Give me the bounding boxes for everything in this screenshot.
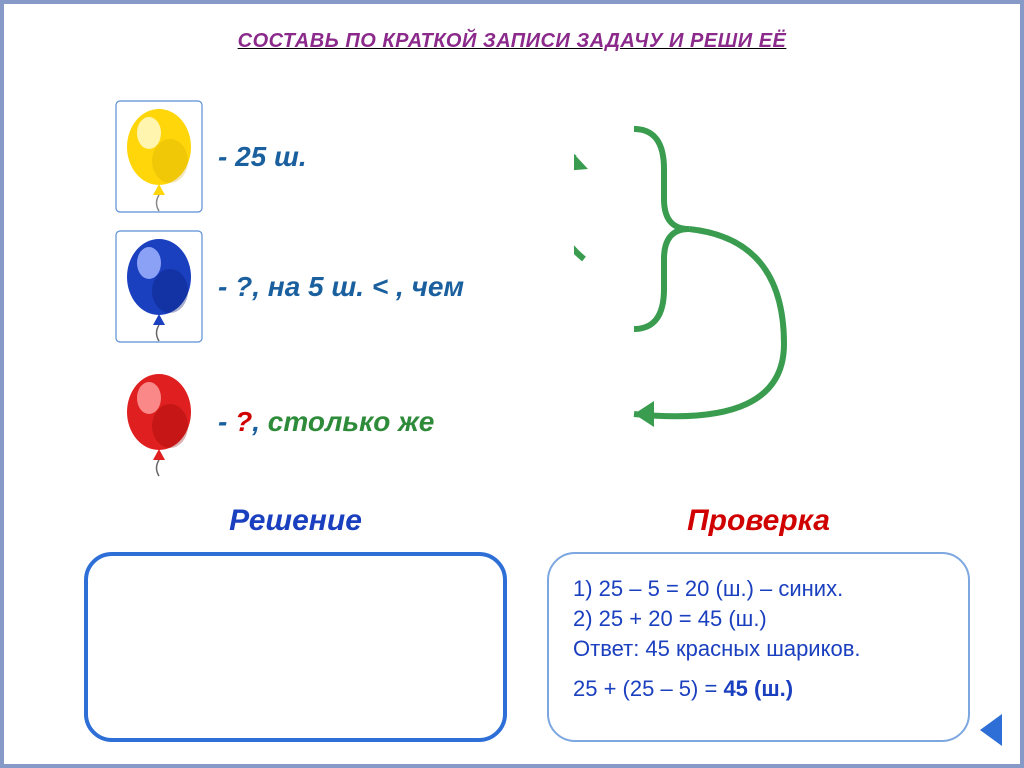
check-line-4b: 45 (ш.)	[723, 676, 793, 701]
curly-bracket-icon	[634, 129, 689, 329]
check-line-4: 25 + (25 – 5) = 45 (ш.)	[573, 676, 944, 702]
value-blue: - ?, на 5 ш. < , чем	[218, 271, 464, 303]
value-red: - ?, столько же	[218, 406, 434, 438]
check-heading: Проверка	[547, 504, 970, 538]
balloon-blue	[114, 229, 204, 344]
yellow-pre: -	[218, 141, 235, 172]
red-post: столько же	[260, 406, 434, 437]
solution-heading: Решение	[84, 504, 507, 538]
row-blue: - ?, на 5 ш. < , чем	[114, 229, 464, 344]
solution-col: Решение	[84, 504, 507, 742]
arrow-blue-to-yellow-icon	[574, 154, 584, 259]
yellow-val: 25 ш.	[235, 141, 307, 172]
arrowhead-yellow-icon	[574, 154, 588, 171]
check-line-1: 1) 25 – 5 = 20 (ш.) – синих.	[573, 576, 944, 602]
red-pre: -	[218, 406, 235, 437]
bottom-row: Решение Проверка 1) 25 – 5 = 20 (ш.) – с…	[84, 504, 970, 742]
solution-box	[84, 552, 507, 742]
check-line-3: Ответ: 45 красных шариков.	[573, 636, 944, 662]
red-mid: ,	[252, 406, 260, 437]
value-yellow: - 25 ш.	[218, 141, 307, 173]
bracket-group	[574, 99, 794, 479]
row-red: - ?, столько же	[114, 364, 434, 479]
blue-mid: , на 5 ш. < , чем	[252, 271, 464, 302]
blue-pre: -	[218, 271, 235, 302]
arrow-to-red-icon	[634, 229, 784, 416]
title-text: СОСТАВЬ ПО КРАТКОЙ ЗАПИСИ ЗАДАЧУ И РЕШИ …	[238, 30, 787, 52]
page-title: СОСТАВЬ ПО КРАТКОЙ ЗАПИСИ ЗАДАЧУ И РЕШИ …	[4, 30, 1020, 53]
row-yellow: - 25 ш.	[114, 99, 307, 214]
balloon-yellow	[114, 99, 204, 214]
red-q: ?	[235, 406, 252, 437]
check-box: 1) 25 – 5 = 20 (ш.) – синих. 2) 25 + 20 …	[547, 552, 970, 742]
arrowhead-red-icon	[634, 401, 654, 427]
check-col: Проверка 1) 25 – 5 = 20 (ш.) – синих. 2)…	[547, 504, 970, 742]
check-line-2: 2) 25 + 20 = 45 (ш.)	[573, 606, 944, 632]
balloon-red	[114, 364, 204, 479]
nav-back-button[interactable]	[980, 714, 1002, 746]
blue-q: ?	[235, 271, 252, 302]
check-line-4a: 25 + (25 – 5) =	[573, 676, 723, 701]
